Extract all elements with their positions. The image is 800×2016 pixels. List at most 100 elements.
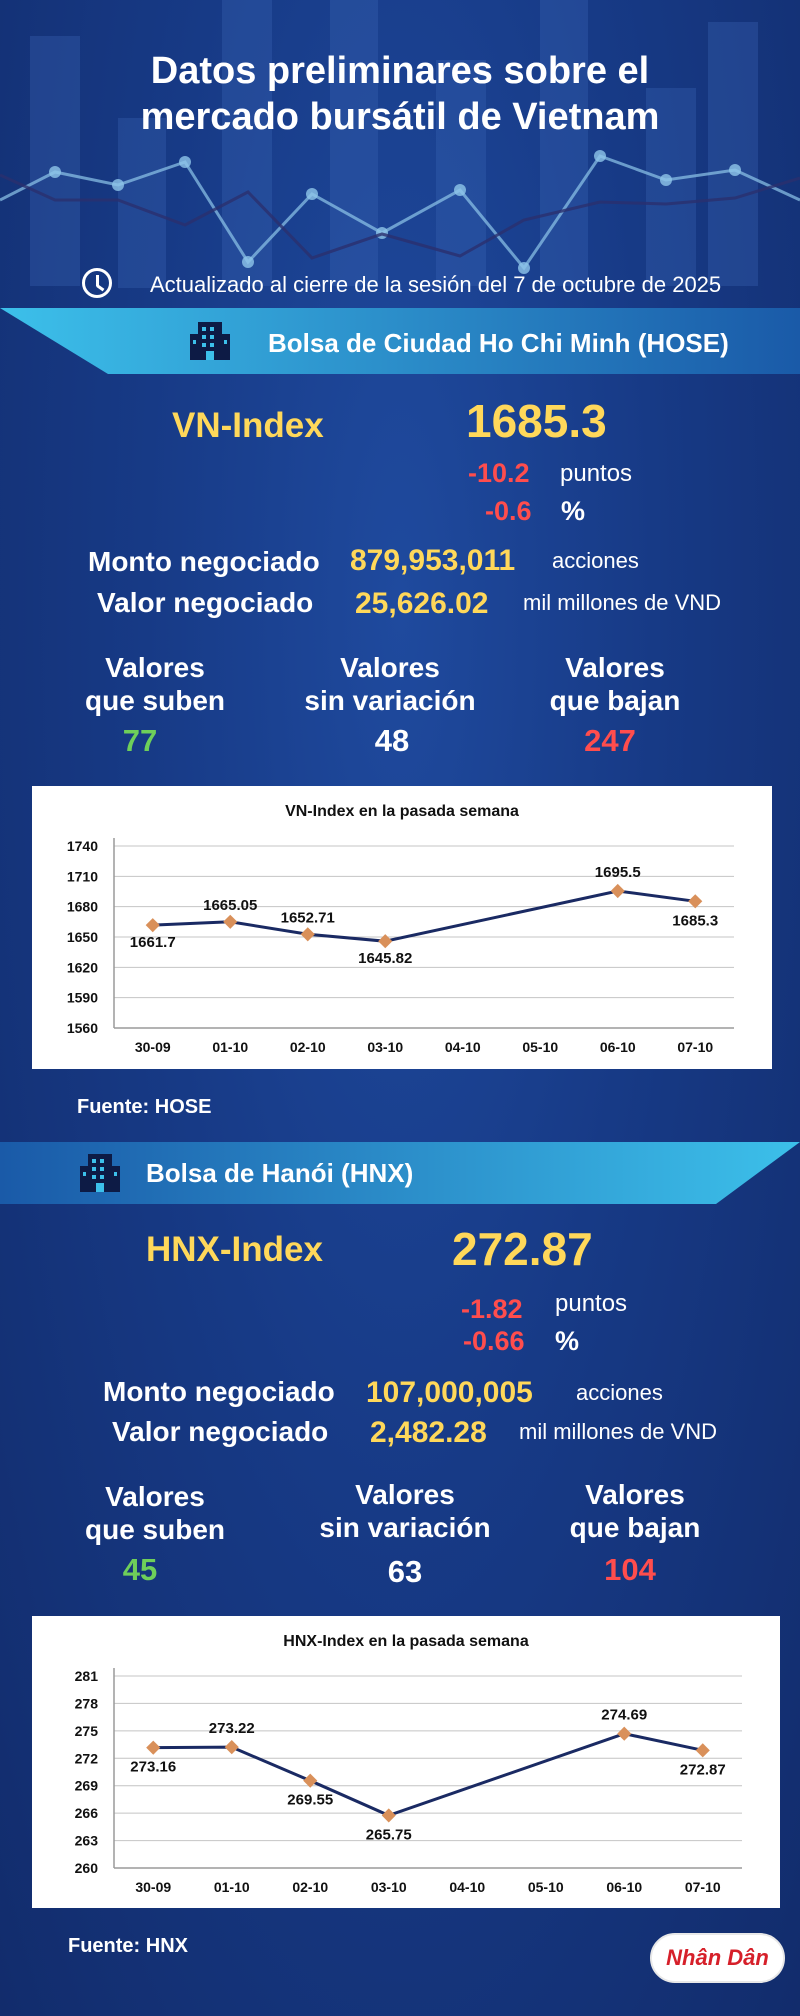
hose-down-label-2: que bajan	[549, 685, 681, 716]
series-line	[153, 1732, 704, 1818]
hose-points-label: puntos	[560, 460, 633, 487]
data-label: 273.22	[209, 1720, 255, 1737]
hnx-down-label-1: Valores	[585, 1479, 685, 1510]
x-tick-label: 05-10	[528, 1879, 564, 1895]
hnx-flat-label-1: Valores	[355, 1479, 455, 1510]
hose-volume-unit: acciones	[552, 548, 639, 573]
x-tick-label: 07-10	[685, 1879, 721, 1895]
y-tick-label: 263	[75, 1833, 99, 1849]
hnx-up-label-2: que suben	[84, 1514, 225, 1545]
hose-flat-label-1: Valores	[340, 652, 440, 683]
vn-index-chart: VN-Index en la pasada semana 1740 1710 1680…	[32, 786, 772, 1069]
page-title-line-2: mercado bursátil de Vietnam	[140, 96, 660, 138]
y-tick-label: 1740	[67, 838, 98, 854]
hnx-value-unit: mil millones de VND	[519, 1419, 718, 1444]
nhan-dan-logo-text: Nhân Dân	[666, 1945, 769, 1970]
data-label: 1665.05	[203, 897, 257, 914]
hnx-index-chart: HNX-Index en la pasada semana 281 278 275 27…	[32, 1616, 780, 1908]
hose-up-count: 77	[122, 723, 158, 758]
hose-flat-stat: Valores sin variación 48	[290, 651, 490, 759]
data-point	[300, 927, 315, 942]
hose-down-stat: Valores que bajan 247	[520, 651, 710, 759]
hose-value-unit: mil millones de VND	[523, 590, 722, 615]
y-tick-label: 278	[75, 1695, 99, 1711]
y-tick-label: 272	[75, 1750, 99, 1766]
hnx-value-label: Valor negociado	[112, 1416, 329, 1447]
hose-change-points: -10.2	[468, 458, 530, 488]
y-tick-label: 260	[75, 1860, 99, 1876]
x-tick-label: 04-10	[445, 1039, 481, 1055]
y-tick-label: 1650	[67, 929, 98, 945]
hose-index-value: 1685.3	[466, 395, 607, 447]
hose-source: Fuente: HOSE	[77, 1096, 212, 1118]
hose-change-pct: -0.6	[485, 496, 532, 526]
hnx-index-chart-svg: HNX-Index en la pasada semana 281 278 275 27…	[75, 1633, 742, 1895]
data-point	[695, 1743, 710, 1758]
hose-up-label-1: Valores	[105, 652, 205, 683]
data-label: 269.55	[287, 1792, 333, 1809]
hnx-value-value: 2,482.28	[370, 1416, 487, 1449]
data-label: 273.16	[130, 1759, 176, 1776]
data-label: 1685.3	[672, 912, 718, 929]
data-label: 274.69	[601, 1707, 647, 1724]
data-point	[223, 914, 238, 929]
x-tick-label: 30-09	[135, 1879, 171, 1895]
hnx-flat-stat: Valores sin variación 63	[305, 1478, 505, 1590]
data-label: 1695.5	[595, 864, 641, 881]
hnx-volume-value: 107,000,005	[366, 1376, 533, 1409]
data-point	[224, 1740, 239, 1755]
data-point	[145, 918, 160, 933]
hnx-change-pct: -0.66	[463, 1326, 525, 1356]
hnx-band-label: Bolsa de Hanói (HNX)	[146, 1158, 414, 1188]
data-point	[617, 1726, 632, 1741]
x-tick-label: 07-10	[677, 1039, 713, 1055]
hnx-volume-label: Monto negociado	[103, 1376, 335, 1407]
hose-pct-label: %	[561, 496, 586, 526]
hnx-band	[0, 1142, 800, 1204]
hose-value-value: 25,626.02	[355, 587, 489, 620]
y-tick-label: 1590	[67, 990, 98, 1006]
x-tick-label: 02-10	[290, 1039, 326, 1055]
hose-value-label: Valor negociado	[97, 587, 314, 618]
data-point	[610, 883, 625, 899]
hnx-index-value: 272.87	[452, 1223, 593, 1275]
y-tick-label: 266	[75, 1805, 99, 1821]
hnx-up-stat: Valores que suben 45	[60, 1480, 250, 1588]
data-point	[146, 1740, 161, 1755]
y-tick-label: 1710	[67, 868, 98, 884]
building-icon	[80, 1154, 120, 1192]
hose-flat-count: 48	[374, 723, 410, 758]
hose-index-name: VN-Index	[172, 406, 324, 445]
y-tick-label: 269	[75, 1778, 99, 1794]
update-timestamp: Actualizado al cierre de la sesión del 7…	[150, 272, 722, 297]
x-tick-label: 01-10	[214, 1879, 250, 1895]
hose-volume-label: Monto negociado	[88, 546, 320, 577]
hnx-change-points: -1.82	[461, 1294, 523, 1324]
x-tick-label: 04-10	[449, 1879, 485, 1895]
hnx-points-label: puntos	[555, 1290, 628, 1317]
nhan-dan-logo: Nhân Dân	[650, 1933, 785, 1983]
hnx-source: Fuente: HNX	[68, 1935, 188, 1957]
hose-volume-value: 879,953,011	[350, 544, 516, 577]
data-label: 1661.7	[130, 934, 176, 951]
x-tick-label: 01-10	[212, 1039, 248, 1055]
x-tick-label: 02-10	[292, 1879, 328, 1895]
y-tick-label: 281	[75, 1668, 99, 1684]
hnx-down-stat: Valores que bajan 104	[540, 1478, 730, 1588]
hnx-down-label-2: que bajan	[569, 1512, 701, 1543]
header-background-graphic	[0, 0, 800, 288]
hnx-pct-label: %	[555, 1326, 580, 1356]
hose-down-label-1: Valores	[565, 652, 665, 683]
hnx-flat-count: 63	[387, 1554, 423, 1589]
y-tick-label: 1560	[67, 1020, 98, 1036]
hose-flat-label-2: sin variación	[304, 685, 476, 716]
data-label: 265.75	[366, 1826, 412, 1843]
series-line	[152, 889, 696, 943]
page-title: Datos preliminares sobre el mercado burs…	[0, 48, 800, 140]
data-label: 272.87	[680, 1761, 726, 1778]
x-tick-label: 05-10	[522, 1039, 558, 1055]
data-label: 1645.82	[358, 950, 412, 967]
chart-title: HNX-Index en la pasada semana	[283, 1633, 529, 1650]
building-icon	[190, 322, 230, 360]
